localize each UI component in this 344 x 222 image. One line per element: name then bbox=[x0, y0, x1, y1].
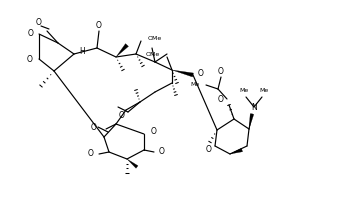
Text: O: O bbox=[218, 95, 224, 103]
Polygon shape bbox=[172, 70, 193, 77]
Text: OMe: OMe bbox=[148, 36, 162, 40]
Text: O: O bbox=[206, 145, 212, 155]
Text: O: O bbox=[88, 149, 94, 159]
Text: O: O bbox=[27, 54, 33, 63]
Polygon shape bbox=[249, 114, 254, 129]
Text: O: O bbox=[28, 30, 34, 38]
Text: N: N bbox=[251, 103, 257, 111]
Text: O: O bbox=[36, 18, 42, 28]
Text: Me: Me bbox=[191, 81, 200, 87]
Text: O: O bbox=[159, 147, 165, 157]
Text: O: O bbox=[119, 111, 125, 119]
Text: O: O bbox=[96, 22, 102, 30]
Polygon shape bbox=[127, 159, 138, 168]
Text: O: O bbox=[218, 67, 224, 75]
Text: OMe: OMe bbox=[146, 52, 160, 57]
Polygon shape bbox=[116, 44, 128, 57]
Text: Me: Me bbox=[259, 89, 269, 93]
Text: O: O bbox=[91, 123, 97, 131]
Polygon shape bbox=[230, 148, 243, 154]
Text: O: O bbox=[198, 69, 204, 79]
Text: H: H bbox=[79, 46, 85, 56]
Text: Me: Me bbox=[239, 89, 249, 93]
Text: O: O bbox=[151, 127, 157, 135]
